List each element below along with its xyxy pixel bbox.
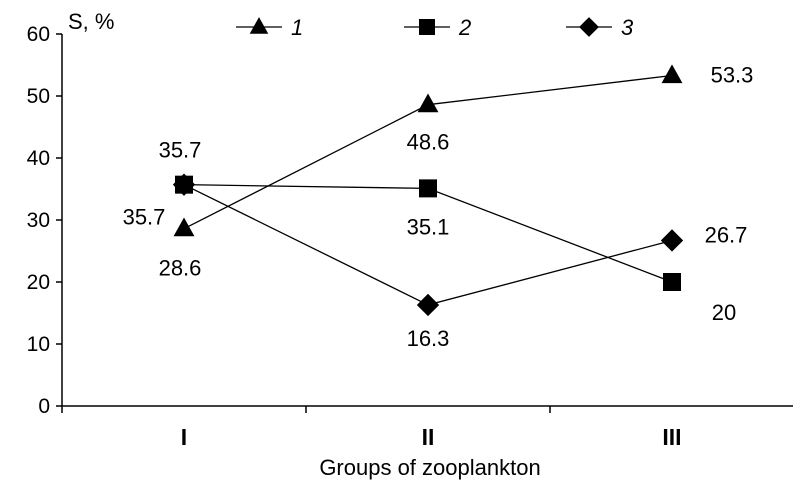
series-2-point (419, 179, 437, 198)
series-3-point (660, 229, 684, 252)
series-1-point (417, 93, 439, 113)
legend-2-label: 2 (458, 15, 471, 40)
legend-3-marker (579, 17, 599, 37)
series-3-point (416, 293, 440, 317)
y-tick-label: 60 (27, 23, 50, 46)
series-3-data-label: 26.7 (705, 222, 748, 247)
x-tick-label: III (662, 424, 681, 450)
series-3-data-label: 16.3 (407, 326, 450, 351)
series-3-line (183, 184, 673, 306)
y-tick-label: 50 (27, 85, 50, 108)
series-3-data-label: 35.7 (123, 205, 166, 230)
legend-2-marker (419, 19, 435, 35)
series-1-data-label: 48.6 (407, 130, 450, 155)
legend-1-label: 1 (291, 15, 303, 40)
y-tick-label: 10 (27, 333, 50, 356)
series-1-data-label: 28.6 (159, 256, 202, 281)
legend-3-label: 3 (621, 15, 634, 40)
y-axis-title: S, % (68, 9, 114, 34)
x-tick-label: I (181, 424, 187, 450)
series-3-point (172, 173, 196, 196)
series-1-point (661, 64, 683, 84)
x-tick-label: II (422, 424, 435, 450)
series-1-data-label: 53.3 (711, 63, 754, 88)
y-tick-label: 0 (38, 395, 50, 418)
x-axis-title: Groups of zooplankton (319, 455, 540, 480)
series-1-point (173, 217, 195, 237)
series-2-data-label: 20 (712, 300, 736, 325)
y-tick-label: 40 (27, 147, 50, 170)
legend-1-marker (249, 17, 269, 34)
series-2-data-label: 35.7 (159, 138, 202, 163)
y-tick-label: 30 (27, 209, 50, 232)
series-2-data-label: 35.1 (407, 214, 450, 239)
series-2-point (663, 273, 681, 291)
y-tick-label: 20 (27, 271, 50, 294)
